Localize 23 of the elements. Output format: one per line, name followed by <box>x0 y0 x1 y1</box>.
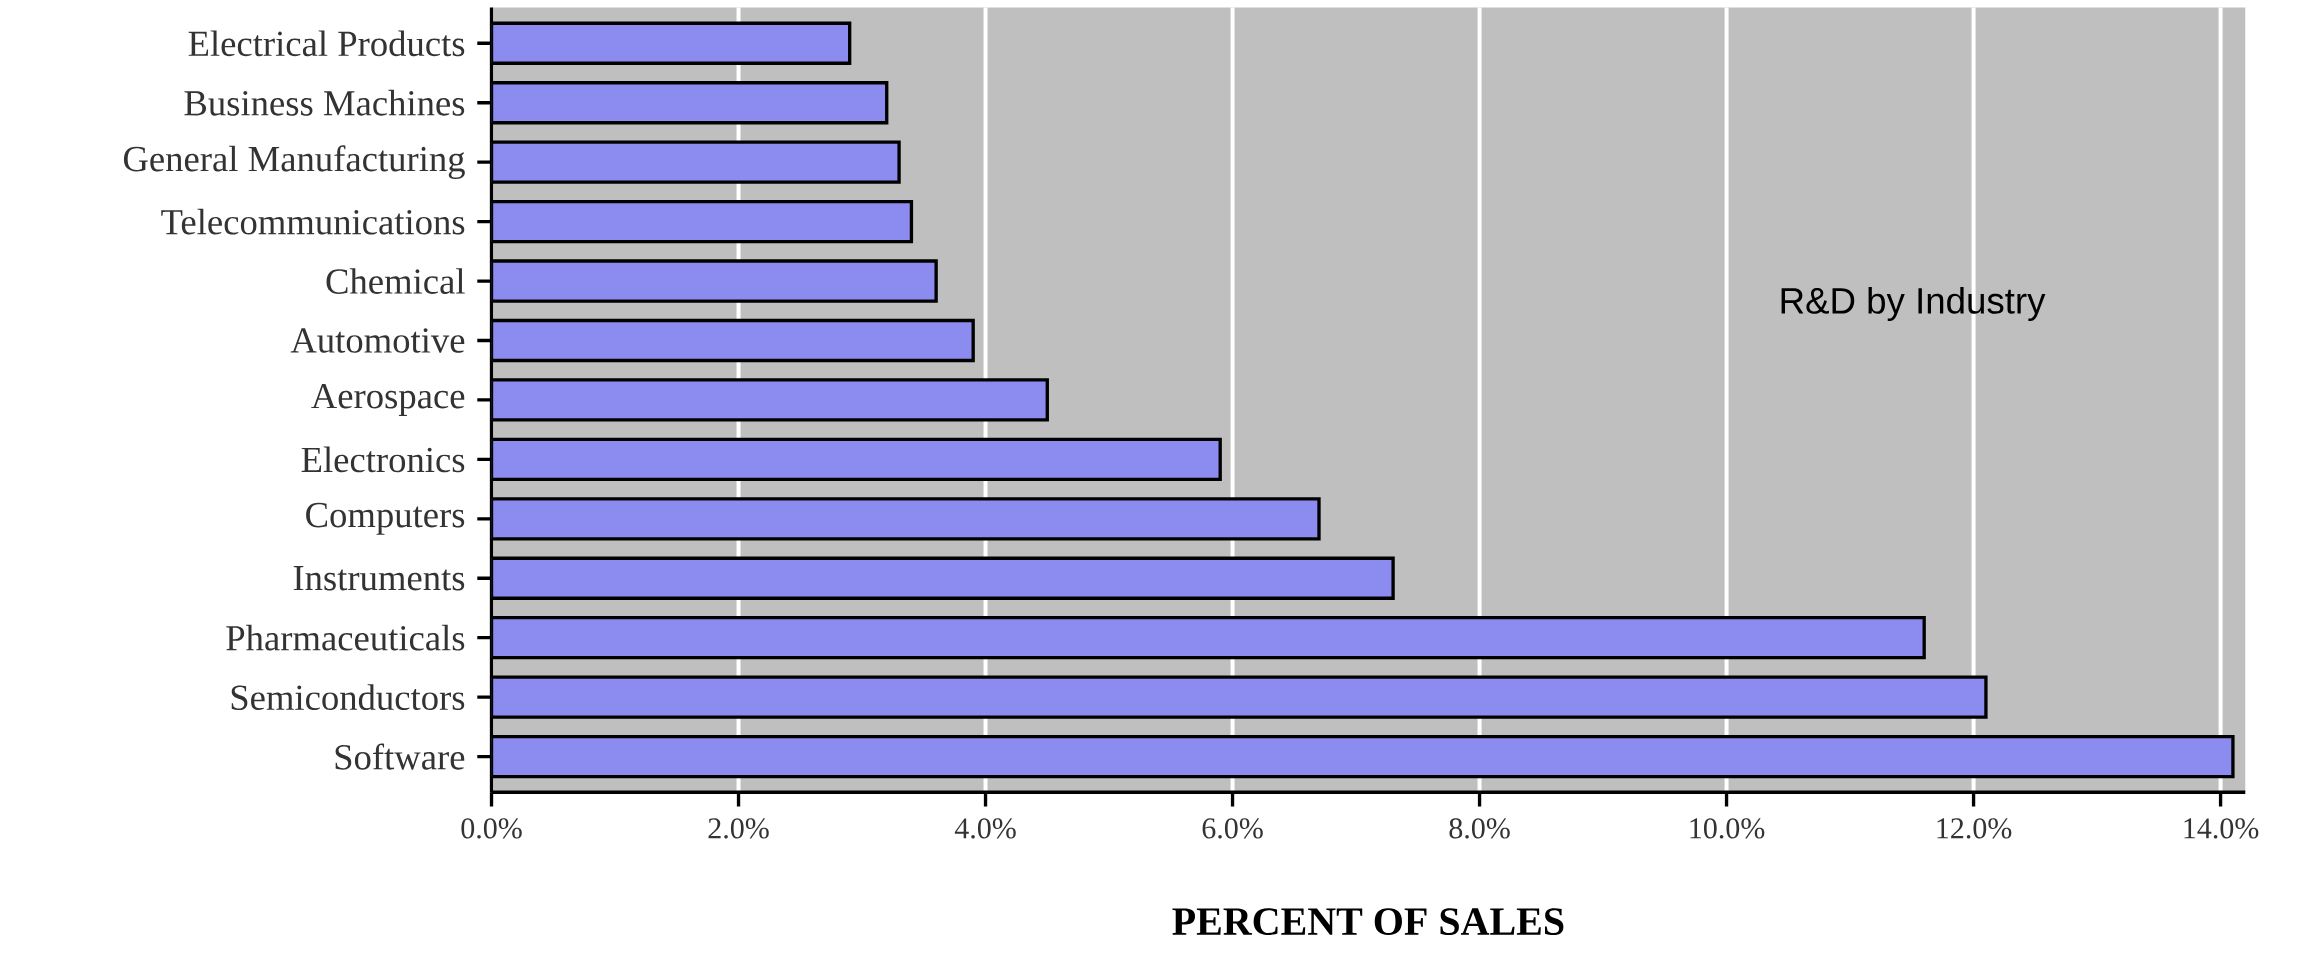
x-tick-label: 0.0% <box>461 818 522 839</box>
x-tick-label: 10.0% <box>1690 818 1765 839</box>
y-tick-label: Computers <box>306 502 465 535</box>
x-tick-label: 2.0% <box>708 818 769 839</box>
x-tick-label: 14.0% <box>2184 818 2259 839</box>
x-tick-label: 12.0% <box>1937 818 2012 839</box>
x-axis-title: PERCENT OF SALES <box>1172 907 1564 935</box>
y-tick-label: Electronics <box>301 446 465 473</box>
x-tick-label: 6.0% <box>1202 818 1263 839</box>
y-tick-label: Software <box>335 743 465 770</box>
y-tick-label: Pharmaceuticals <box>226 624 465 651</box>
y-tick-label: Semiconductors <box>231 684 465 710</box>
y-tick-label: Chemical <box>326 268 465 294</box>
y-tick-label: Automotive <box>290 328 465 353</box>
y-tick-label: Electrical Products <box>188 30 465 57</box>
y-tick-label: General Manufacturing <box>123 145 465 179</box>
y-tick-label: Telecommunications <box>161 208 465 235</box>
x-tick-label: 4.0% <box>954 818 1016 839</box>
text: R&D by Industry <box>1781 286 2046 321</box>
y-tick-label: Business Machines <box>184 89 465 116</box>
x-tick-label: 8.0% <box>1449 818 1510 839</box>
y-tick-label: Instruments <box>293 565 465 591</box>
y-tick-label: Aerospace <box>311 383 465 416</box>
